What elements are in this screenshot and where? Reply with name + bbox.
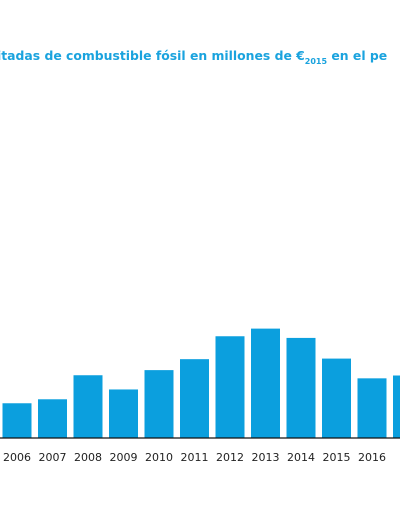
bar-2008 [73,375,103,438]
category-label-2006: 2006 [3,451,31,464]
chart-title-rest: en el pe [327,48,387,63]
category-label-2012: 2012 [216,451,244,464]
value-label-2007: 898,5 [46,359,60,395]
bar-2015 [322,358,351,438]
value-label-2010: 1.575,0 [152,317,166,366]
value-label-2011: 1.829,1 [188,306,202,355]
category-label-2011: 2011 [181,451,209,464]
bar-2014 [286,337,316,438]
bar-2010 [144,370,174,438]
category-label-2015: 2015 [323,451,351,464]
chart-title-main: itadas de combustible fósil en millones … [0,48,305,63]
bar-2009 [109,389,138,438]
category-label-2007: 2007 [39,451,67,464]
bar-2007 [38,399,67,438]
bar-2016 [357,378,387,438]
bars-group: 806,1 898,5 1.456,1 1.126,2 1.575,0 1.829,1 2.… [2,276,400,438]
value-label-2009: 1.126,2 [117,337,131,386]
category-label-2013: 2013 [252,451,280,464]
bar-2013 [251,328,280,438]
chart-title-subscript: 2015 [305,57,328,66]
value-label-2016: 1.384,4 [365,326,379,375]
value-label-2014: 2.322,1 [294,285,308,334]
value-label-2013: 2.538,0 [259,276,273,325]
chart-title: itadas de combustible fósil en millones … [0,48,387,66]
category-label-2010: 2010 [145,451,173,464]
value-label-2012: 2.360,7 [223,284,237,333]
category-label-2009: 2009 [110,451,138,464]
category-label-2014: 2014 [287,451,315,464]
category-label-2016: 2016 [358,451,386,464]
bar-2012 [215,336,245,438]
bar-2 [393,375,400,438]
value-label-2006: 806,1 [10,363,24,399]
value-label-2015: 1.842,5 [330,306,344,355]
value-label-2008: 1.456,1 [81,322,95,371]
bar-2011 [180,359,209,438]
bar-2006 [2,403,32,438]
category-labels-group: 2006 2007 2008 2009 2010 2011 2012 2013 2014 2015… [3,451,386,464]
category-label-2008: 2008 [74,451,102,464]
